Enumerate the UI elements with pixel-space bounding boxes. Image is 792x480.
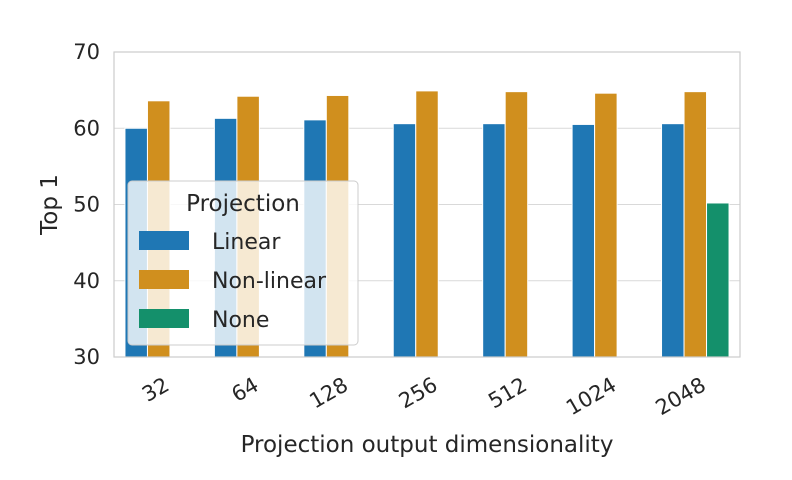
y-tick-label: 30 <box>73 345 100 369</box>
bar-non-linear-1024 <box>594 92 618 358</box>
x-tick-label: 32 <box>138 373 173 407</box>
legend-swatch-non-linear <box>139 270 189 289</box>
bar-non-linear-2048 <box>683 91 708 358</box>
x-tick-label: 256 <box>395 373 442 414</box>
legend-swatch-linear <box>139 231 189 250</box>
legend-label: Linear <box>212 230 281 255</box>
bar-non-linear-256 <box>415 90 439 358</box>
x-axis-label: Projection output dimensionality <box>241 432 614 458</box>
x-tick-label: 128 <box>305 373 352 414</box>
y-tick-label: 60 <box>73 116 100 140</box>
x-ticks: 32 64 128 256 512 1024 2048 <box>138 373 710 421</box>
legend-label: None <box>212 308 269 333</box>
plot-frame <box>113 51 741 358</box>
bar-linear-512 <box>482 123 506 358</box>
bar-none-2048 <box>706 202 730 358</box>
bar-linear-1024 <box>571 123 596 358</box>
x-tick-label: 64 <box>227 373 262 407</box>
bar-linear-256 <box>392 123 417 358</box>
y-ticks: 30 40 50 60 70 <box>73 40 100 369</box>
legend-swatch-none <box>139 309 189 328</box>
y-tick-label: 70 <box>73 40 100 64</box>
legend-label: Non-linear <box>212 269 327 294</box>
legend-items: Linear Non-linear None <box>139 230 327 333</box>
y-tick-label: 50 <box>73 193 100 217</box>
bar-linear-2048 <box>661 123 685 358</box>
x-tick-label: 1024 <box>562 373 620 421</box>
y-tick-label: 40 <box>73 269 100 293</box>
bar-non-linear-512 <box>504 91 529 358</box>
y-axis-label: Top 1 <box>37 174 63 236</box>
x-tick-label: 2048 <box>651 373 709 421</box>
legend-title: Projection <box>186 191 300 217</box>
legend-box <box>127 180 359 346</box>
x-tick-label: 512 <box>484 373 531 414</box>
legend: Projection Linear Non-linear None <box>127 180 359 346</box>
